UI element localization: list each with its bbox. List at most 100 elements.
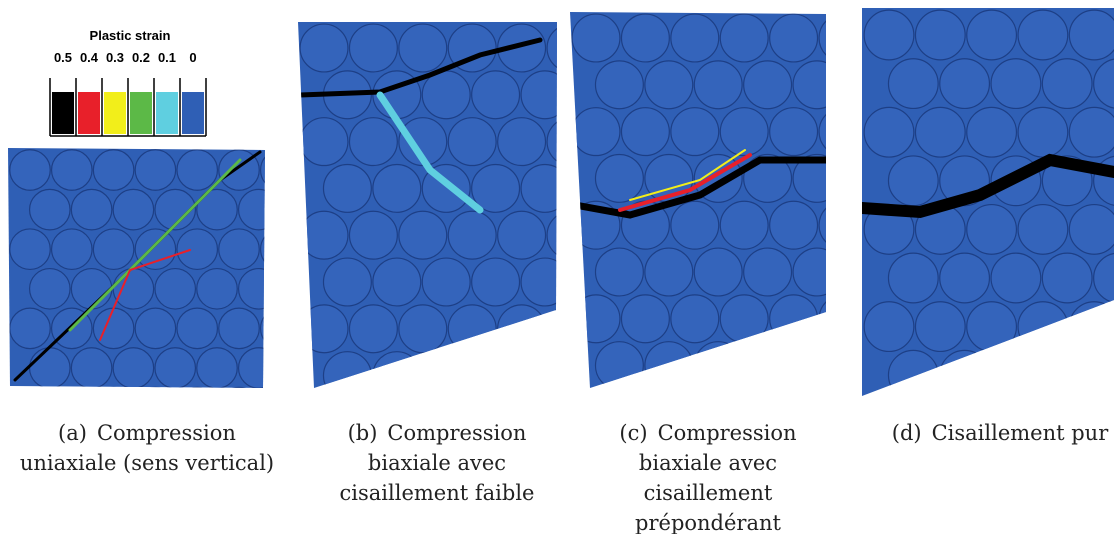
grain bbox=[818, 387, 826, 388]
grain bbox=[1068, 9, 1114, 61]
caption-text: Compression bbox=[97, 421, 236, 445]
grain bbox=[50, 228, 93, 271]
grain bbox=[1068, 301, 1114, 353]
grain bbox=[398, 304, 448, 354]
grain bbox=[644, 60, 694, 110]
grain bbox=[594, 341, 644, 388]
grain bbox=[398, 210, 448, 260]
grain bbox=[887, 252, 939, 304]
grain bbox=[447, 210, 497, 260]
grain bbox=[1093, 58, 1114, 110]
captions: (a) Compression uniaxiale (sens vertical) (… bbox=[20, 421, 1109, 534]
legend-swatch bbox=[52, 92, 74, 134]
grain bbox=[644, 247, 694, 297]
grain bbox=[372, 257, 422, 307]
grain-group bbox=[9, 149, 265, 388]
grain bbox=[719, 13, 769, 63]
grain bbox=[670, 107, 720, 157]
grain bbox=[92, 228, 135, 271]
grain bbox=[1017, 106, 1069, 158]
grain bbox=[322, 351, 372, 388]
grain bbox=[447, 304, 497, 354]
grain bbox=[863, 301, 915, 353]
caption-line: (c) Compression bbox=[619, 421, 796, 445]
caption-line: cisaillement faible bbox=[340, 481, 535, 505]
grain bbox=[644, 341, 694, 388]
crack bbox=[629, 149, 746, 201]
grain bbox=[176, 307, 219, 350]
legend-title: Plastic strain bbox=[90, 28, 171, 43]
crack bbox=[376, 91, 484, 214]
grain bbox=[887, 155, 939, 207]
caption-line: biaxiale avec bbox=[639, 451, 777, 475]
grain bbox=[939, 252, 991, 304]
grain bbox=[520, 163, 557, 213]
legend-label: 0.5 bbox=[54, 50, 72, 65]
grain bbox=[571, 13, 621, 63]
grain bbox=[70, 267, 113, 310]
cracks bbox=[13, 37, 1114, 382]
grain bbox=[372, 351, 422, 388]
grain bbox=[348, 304, 398, 354]
grain bbox=[1017, 301, 1069, 353]
grain bbox=[620, 107, 670, 157]
grain bbox=[769, 13, 819, 63]
grain bbox=[176, 386, 219, 388]
grain bbox=[398, 117, 448, 167]
grain bbox=[154, 347, 197, 388]
grain bbox=[887, 58, 939, 110]
crack bbox=[298, 37, 543, 98]
grain bbox=[887, 349, 939, 396]
grain bbox=[196, 347, 238, 388]
caption-line: (d) Cisaillement pur bbox=[892, 421, 1109, 445]
caption-text: Compression bbox=[387, 421, 526, 445]
grain bbox=[670, 13, 720, 63]
legend-label: 0 bbox=[189, 50, 196, 65]
grain bbox=[218, 228, 260, 271]
grain bbox=[769, 200, 819, 250]
crack bbox=[618, 153, 752, 212]
grain bbox=[914, 301, 966, 353]
grain bbox=[176, 228, 219, 271]
grain bbox=[372, 163, 422, 213]
grain bbox=[818, 13, 826, 63]
grain bbox=[693, 341, 743, 388]
grain bbox=[792, 60, 826, 110]
grain bbox=[299, 304, 349, 354]
grain bbox=[966, 301, 1018, 353]
grain bbox=[471, 163, 521, 213]
grain bbox=[154, 188, 197, 231]
grain bbox=[1041, 58, 1093, 110]
grain bbox=[259, 149, 265, 191]
grain bbox=[237, 188, 265, 231]
grain bbox=[990, 58, 1042, 110]
grain bbox=[28, 347, 71, 388]
grain bbox=[348, 117, 398, 167]
legend-swatch bbox=[104, 92, 126, 134]
caption-text: Compression bbox=[658, 421, 797, 445]
grain bbox=[693, 247, 743, 297]
grain bbox=[112, 347, 155, 388]
grain bbox=[719, 107, 769, 157]
grain bbox=[348, 23, 398, 73]
grain bbox=[792, 153, 826, 203]
grain bbox=[670, 294, 720, 344]
grain bbox=[1017, 203, 1069, 255]
grain bbox=[914, 106, 966, 158]
grain bbox=[447, 23, 497, 73]
grain bbox=[939, 349, 991, 396]
grain bbox=[259, 228, 265, 271]
grain bbox=[546, 210, 557, 260]
caption-text: Cisaillement pur bbox=[932, 421, 1110, 445]
grain bbox=[9, 386, 51, 388]
grain bbox=[571, 294, 621, 344]
grain bbox=[471, 257, 521, 307]
grain bbox=[421, 351, 471, 388]
grain bbox=[50, 149, 93, 191]
grain bbox=[990, 349, 1042, 396]
grain bbox=[176, 149, 219, 191]
grain bbox=[769, 107, 819, 157]
legend-swatch bbox=[78, 92, 100, 134]
grain bbox=[818, 107, 826, 157]
grain bbox=[447, 117, 497, 167]
